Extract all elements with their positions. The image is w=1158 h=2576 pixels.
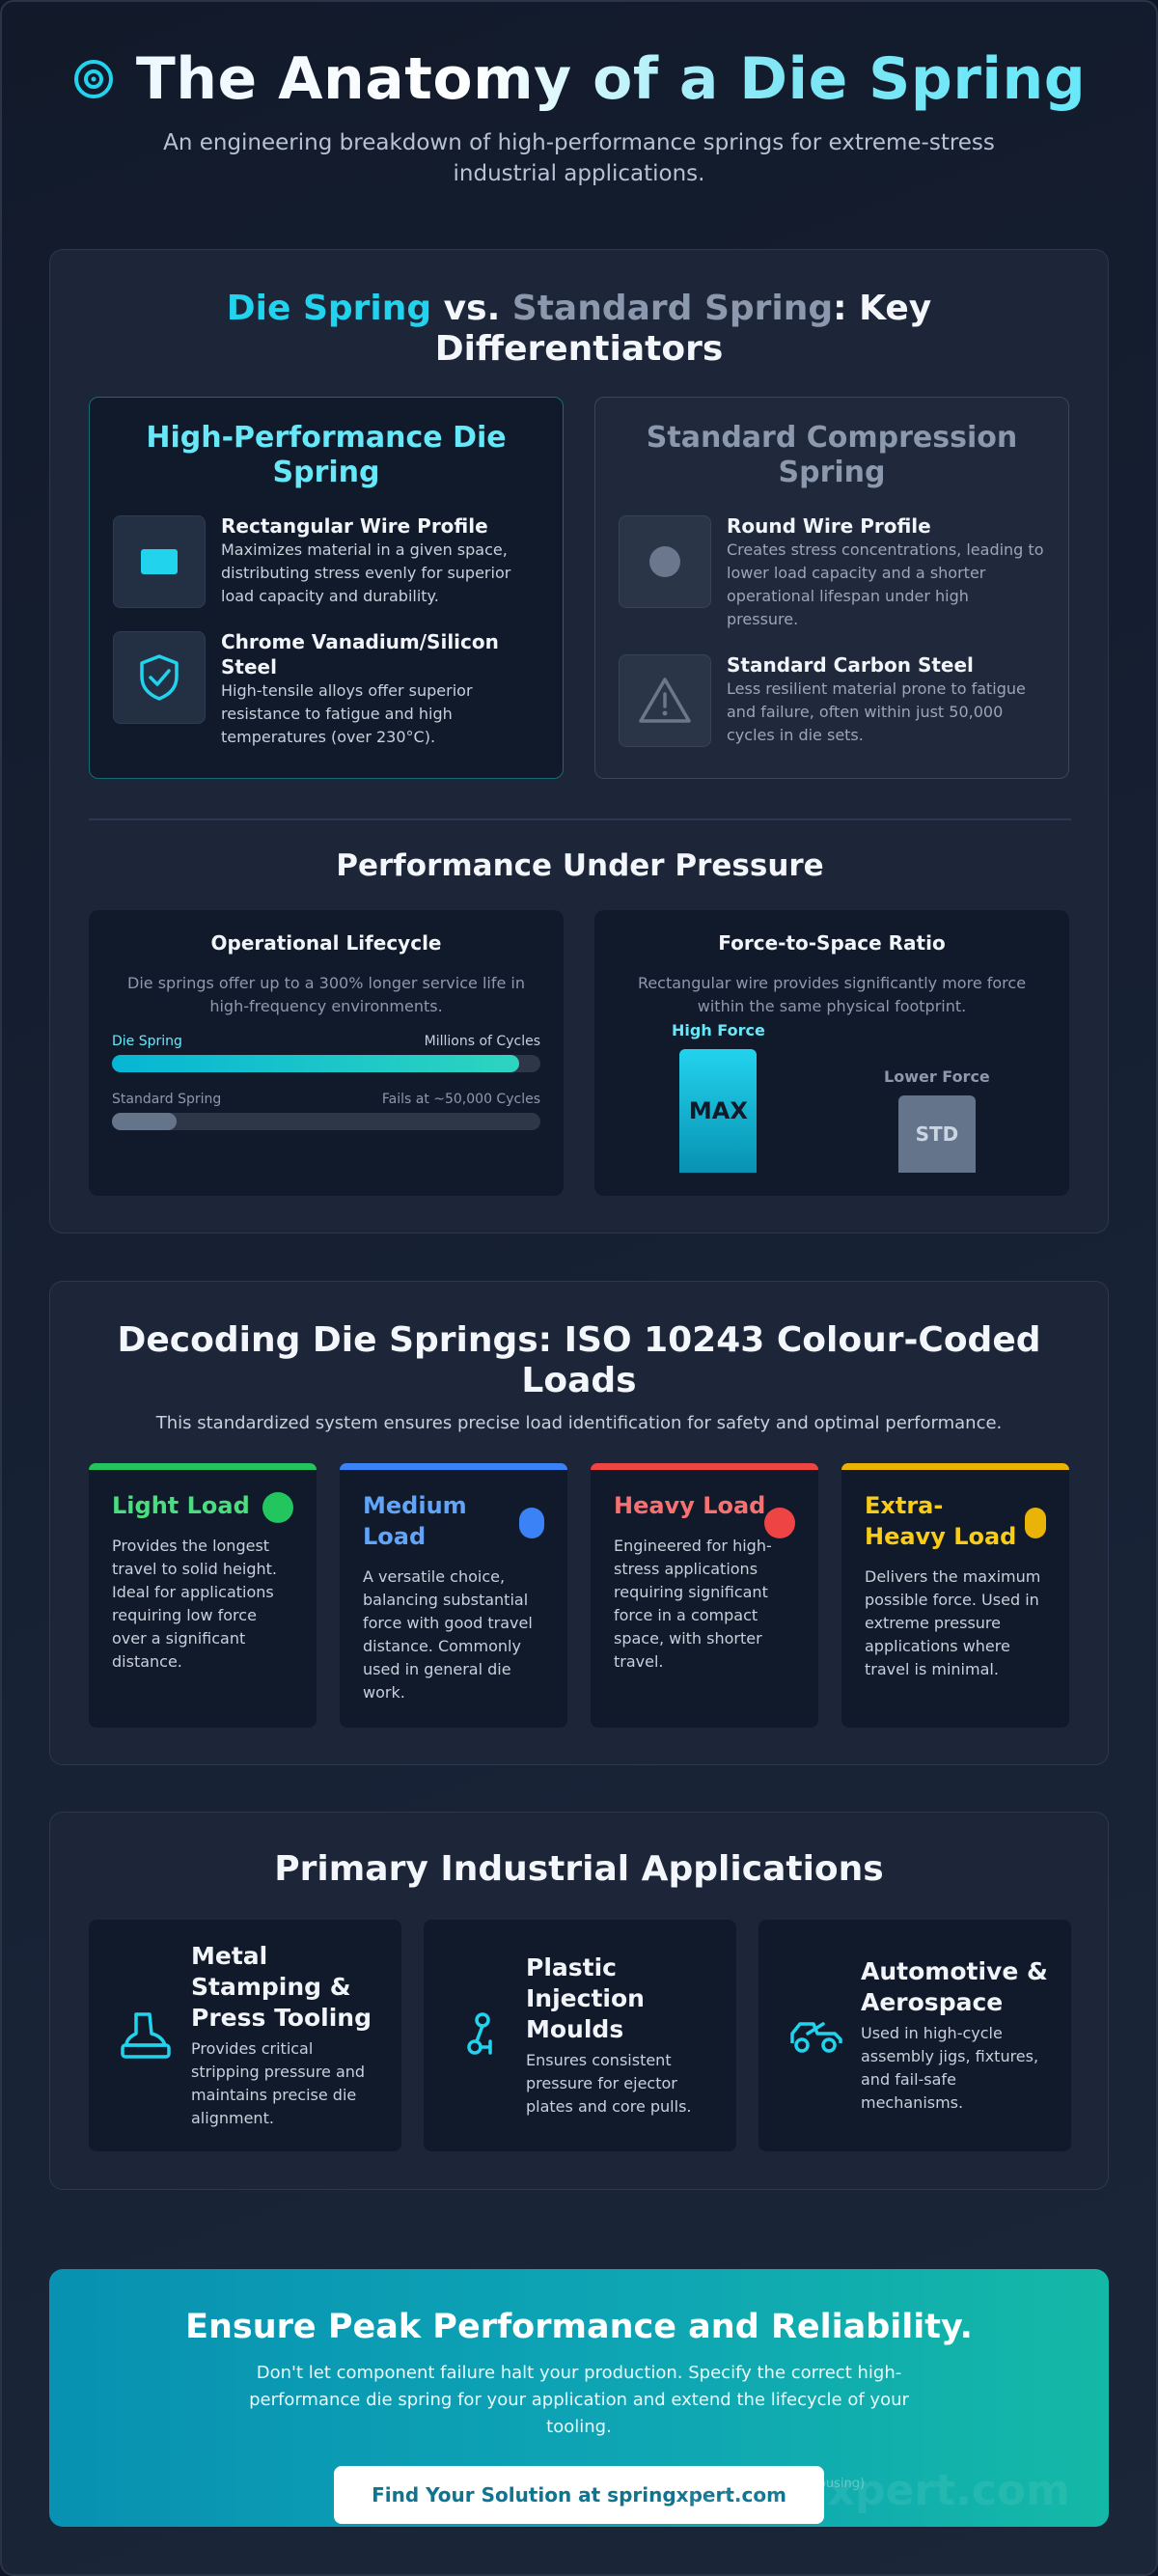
load-name: Extra-Heavy Load (865, 1492, 1017, 1550)
standard-spring-panel: Standard Compression Spring Round Wire P… (594, 397, 1069, 779)
application-text: Provides critical stripping pressure and… (191, 2039, 366, 2127)
force-comparison: High Force MAX Lower Force STD (594, 1016, 1069, 1196)
title-die-spring: Die Spring (226, 289, 432, 328)
load-name: Medium Load (363, 1492, 467, 1550)
die-bar-value: Millions of Cycles (424, 1034, 540, 1049)
performance-title: Performance Under Pressure (336, 848, 824, 883)
mould-icon (451, 2010, 510, 2061)
comparison-section: Die Spring vs. Standard Spring: Key Diff… (49, 249, 1109, 1233)
application-title: Metal Stamping & Press Tooling (191, 1942, 372, 2032)
vehicle-icon (786, 2016, 845, 2055)
title-differentiators: : Key Differentiators (434, 289, 932, 369)
page-header: The Anatomy of a Die Spring An engineeri… (0, 42, 1158, 189)
die-spring-heading: High-Performance Die Spring (146, 421, 507, 489)
high-force-block: MAX (679, 1049, 758, 1173)
feature-text: Maximizes material in a given space, dis… (221, 540, 511, 605)
die-lifecycle-fill (112, 1055, 519, 1072)
application-card: Plastic Injection Moulds Ensures consist… (424, 1920, 736, 2151)
application-text: Used in high-cycle assembly jigs, fixtur… (861, 2024, 1039, 2112)
force-title: Force-to-Space Ratio (718, 931, 946, 955)
load-text: Provides the longest travel to solid hei… (112, 1537, 277, 1671)
low-force-block: STD (897, 1095, 976, 1173)
die-bar-label: Die Spring (112, 1034, 182, 1049)
load-text: Delivers the maximum possible force. Use… (865, 1567, 1041, 1678)
std-bar-label: Standard Spring (112, 1092, 222, 1107)
loads-title: Decoding Die Springs: ISO 10243 Colour-C… (117, 1320, 1041, 1400)
comparison-title: Die Spring vs. Standard Spring: Key Diff… (183, 289, 975, 370)
low-force-column: Lower Force STD (884, 1067, 990, 1173)
find-solution-button[interactable]: Find Your Solution at springxpert.com (334, 2466, 824, 2524)
loads-section: Decoding Die Springs: ISO 10243 Colour-C… (49, 1281, 1109, 1765)
faint-note: (In Same Diameter Housing) (686, 2477, 866, 2491)
yellow-dot-icon (1025, 1508, 1046, 1538)
applications-title: Primary Industrial Applications (274, 1849, 884, 1889)
application-text: Ensures consistent pressure for ejector … (526, 2051, 692, 2116)
die-lifecycle-bar (112, 1055, 540, 1072)
cta-title: Ensure Peak Performance and Reliability. (185, 2308, 973, 2346)
load-text: A versatile choice, balancing substantia… (363, 1567, 533, 1702)
cta-text: Don't let component failure halt your pr… (249, 2363, 909, 2437)
rectangle-icon (113, 515, 206, 608)
lifecycle-panel: Operational Lifecycle Die springs offer … (89, 910, 564, 1196)
red-dot-icon (764, 1508, 795, 1538)
load-color-bar (89, 1463, 317, 1470)
application-title: Plastic Injection Moulds (526, 1953, 645, 2043)
high-force-column: High Force MAX (672, 1021, 765, 1173)
feature-item: Rectangular Wire Profile Maximizes mater… (113, 513, 539, 608)
feature-text: High-tensile alloys offer superior resis… (221, 681, 473, 746)
feature-text: Less resilient material prone to fatigue… (727, 679, 1026, 744)
press-icon (116, 2010, 176, 2061)
feature-item: Round Wire Profile Creates stress concen… (619, 513, 1045, 631)
std-bar-value: Fails at ~50,000 Cycles (381, 1092, 540, 1107)
applications-section: Primary Industrial Applications Metal St… (49, 1812, 1109, 2190)
feature-item: Chrome Vanadium/Silicon Steel High-tensi… (113, 629, 539, 749)
die-bar-labels: Die Spring Millions of Cycles (112, 1034, 540, 1049)
load-text: Engineered for high-stress applications … (614, 1537, 772, 1671)
die-spring-panel: High-Performance Die Spring Rectangular … (89, 397, 564, 779)
cta-banner: springxpert.com Ensure Peak Performance … (49, 2269, 1109, 2527)
load-color-bar (841, 1463, 1069, 1470)
title-standard-spring: Standard Spring (511, 289, 834, 328)
feature-item: Standard Carbon Steel Less resilient mat… (619, 652, 1045, 747)
feature-text: Creates stress concentrations, leading t… (727, 540, 1044, 628)
feature-title: Round Wire Profile (727, 514, 931, 538)
low-force-label: Lower Force (884, 1067, 990, 1086)
load-card-light: Light Load Provides the longest travel t… (89, 1463, 317, 1728)
load-name: Heavy Load (614, 1492, 766, 1519)
lifecycle-desc: Die springs offer up to a 300% longer se… (127, 974, 525, 1015)
std-lifecycle-fill (112, 1113, 177, 1130)
load-card-extra-heavy: Extra-Heavy Load Delivers the maximum po… (841, 1463, 1069, 1728)
shield-check-icon (113, 631, 206, 724)
feature-title: Rectangular Wire Profile (221, 514, 488, 538)
load-color-bar (340, 1463, 567, 1470)
loads-subtitle: This standardized system ensures precise… (155, 1413, 1003, 1433)
blue-dot-icon (519, 1508, 544, 1538)
std-bar-labels: Standard Spring Fails at ~50,000 Cycles (112, 1092, 540, 1107)
load-card-medium: Medium Load A versatile choice, balancin… (340, 1463, 567, 1728)
load-name: Light Load (112, 1492, 250, 1519)
spring-logo-icon (73, 60, 113, 98)
force-desc: Rectangular wire provides significantly … (637, 974, 1027, 1015)
application-card: Automotive & Aerospace Used in high-cycl… (758, 1920, 1071, 2151)
warning-icon (619, 654, 711, 747)
application-title: Automotive & Aerospace (861, 1957, 1048, 2016)
green-dot-icon (262, 1492, 293, 1523)
high-force-label: High Force (672, 1021, 765, 1039)
circle-icon (619, 515, 711, 608)
force-panel: Force-to-Space Ratio Rectangular wire pr… (594, 910, 1069, 1196)
page-title: The Anatomy of a Die Spring (72, 42, 1086, 116)
feature-title: Chrome Vanadium/Silicon Steel (221, 630, 499, 679)
section-divider (89, 818, 1071, 820)
std-lifecycle-bar (112, 1113, 540, 1130)
lifecycle-title: Operational Lifecycle (210, 931, 442, 955)
watermark-text: springxpert.com (676, 2466, 1070, 2515)
application-card: Metal Stamping & Press Tooling Provides … (89, 1920, 401, 2151)
load-card-heavy: Heavy Load Engineered for high-stress ap… (591, 1463, 818, 1728)
page-subtitle: An engineering breakdown of high-perform… (163, 130, 995, 186)
load-color-bar (591, 1463, 818, 1470)
feature-title: Standard Carbon Steel (727, 653, 974, 677)
page-title-text: The Anatomy of a Die Spring (135, 45, 1087, 113)
title-vs: vs. (431, 289, 512, 328)
standard-spring-heading: Standard Compression Spring (646, 421, 1018, 489)
